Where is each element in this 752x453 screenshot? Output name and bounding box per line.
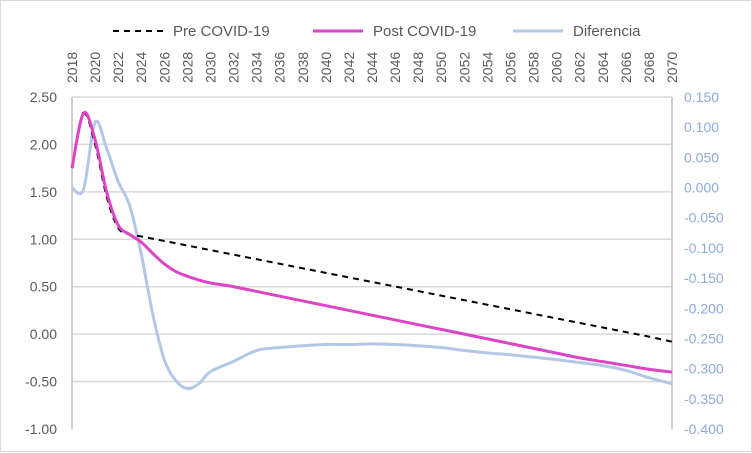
x-tick-label: 2052 [456,52,472,83]
x-tick-label: 2026 [156,52,172,83]
x-tick-label: 2018 [64,52,80,83]
x-tick-label: 2034 [249,52,265,83]
y-right-tick-label: 0.150 [684,89,719,105]
x-tick-label: 2048 [410,52,426,83]
y-left-tick-label: 0.00 [30,326,57,342]
x-tick-label: 2064 [595,52,611,83]
y-right-tick-label: -0.150 [684,270,724,286]
x-tick-label: 2036 [272,52,288,83]
y-right-tick-label: -0.100 [684,240,724,256]
y-right-tick-label: -0.250 [684,330,724,346]
series-line-pre-covid-19 [71,112,673,343]
x-tick-label: 2070 [664,52,680,83]
x-tick-label: 2042 [341,52,357,83]
x-tick-label: 2050 [433,52,449,83]
x-tick-label: 2022 [110,52,126,83]
y-right-tick-label: 0.100 [684,119,719,135]
y-left-tick-label: -1.00 [25,421,57,437]
y-left-tick-label: -0.50 [25,374,57,390]
x-tick-label: 2024 [133,52,149,83]
y-right-tick-label: -0.300 [684,361,724,377]
y-right-tick-label: -0.200 [684,300,724,316]
x-tick-label: 2020 [87,52,103,83]
x-tick-label: 2066 [618,52,634,83]
x-tick-label: 2030 [202,52,218,83]
x-tick-label: 2056 [502,52,518,83]
legend-label: Post COVID-19 [373,23,476,40]
y-right-tick-label: -0.350 [684,391,724,407]
x-tick-label: 2040 [318,52,334,83]
x-tick-label: 2062 [572,52,588,83]
x-tick-label: 2068 [641,52,657,83]
legend-label: Diferencia [573,23,641,40]
y-right-tick-label: -0.400 [684,421,724,437]
y-left-tick-label: 1.50 [30,184,57,200]
y-left-tick-label: 2.00 [30,136,57,152]
series-line-post-covid-19 [70,110,673,374]
y-right-tick-label: -0.050 [684,210,724,226]
x-tick-label: 2054 [479,52,495,83]
x-tick-label: 2058 [526,52,542,83]
x-tick-label: 2044 [364,52,380,83]
y-right-tick-label: 0.000 [684,180,719,196]
y-left-tick-label: 2.50 [30,89,57,105]
x-tick-label: 2032 [226,52,242,83]
x-tick-label: 2046 [387,52,403,83]
y-right-tick-label: 0.050 [684,149,719,165]
legend-label: Pre COVID-19 [173,23,270,40]
y-left-tick-label: 1.00 [30,231,57,247]
y-left-tick-label: 0.50 [30,279,57,295]
x-tick-label: 2060 [549,52,565,83]
x-tick-label: 2028 [179,52,195,83]
x-tick-label: 2038 [295,52,311,83]
series-line-diferencia [71,119,673,391]
